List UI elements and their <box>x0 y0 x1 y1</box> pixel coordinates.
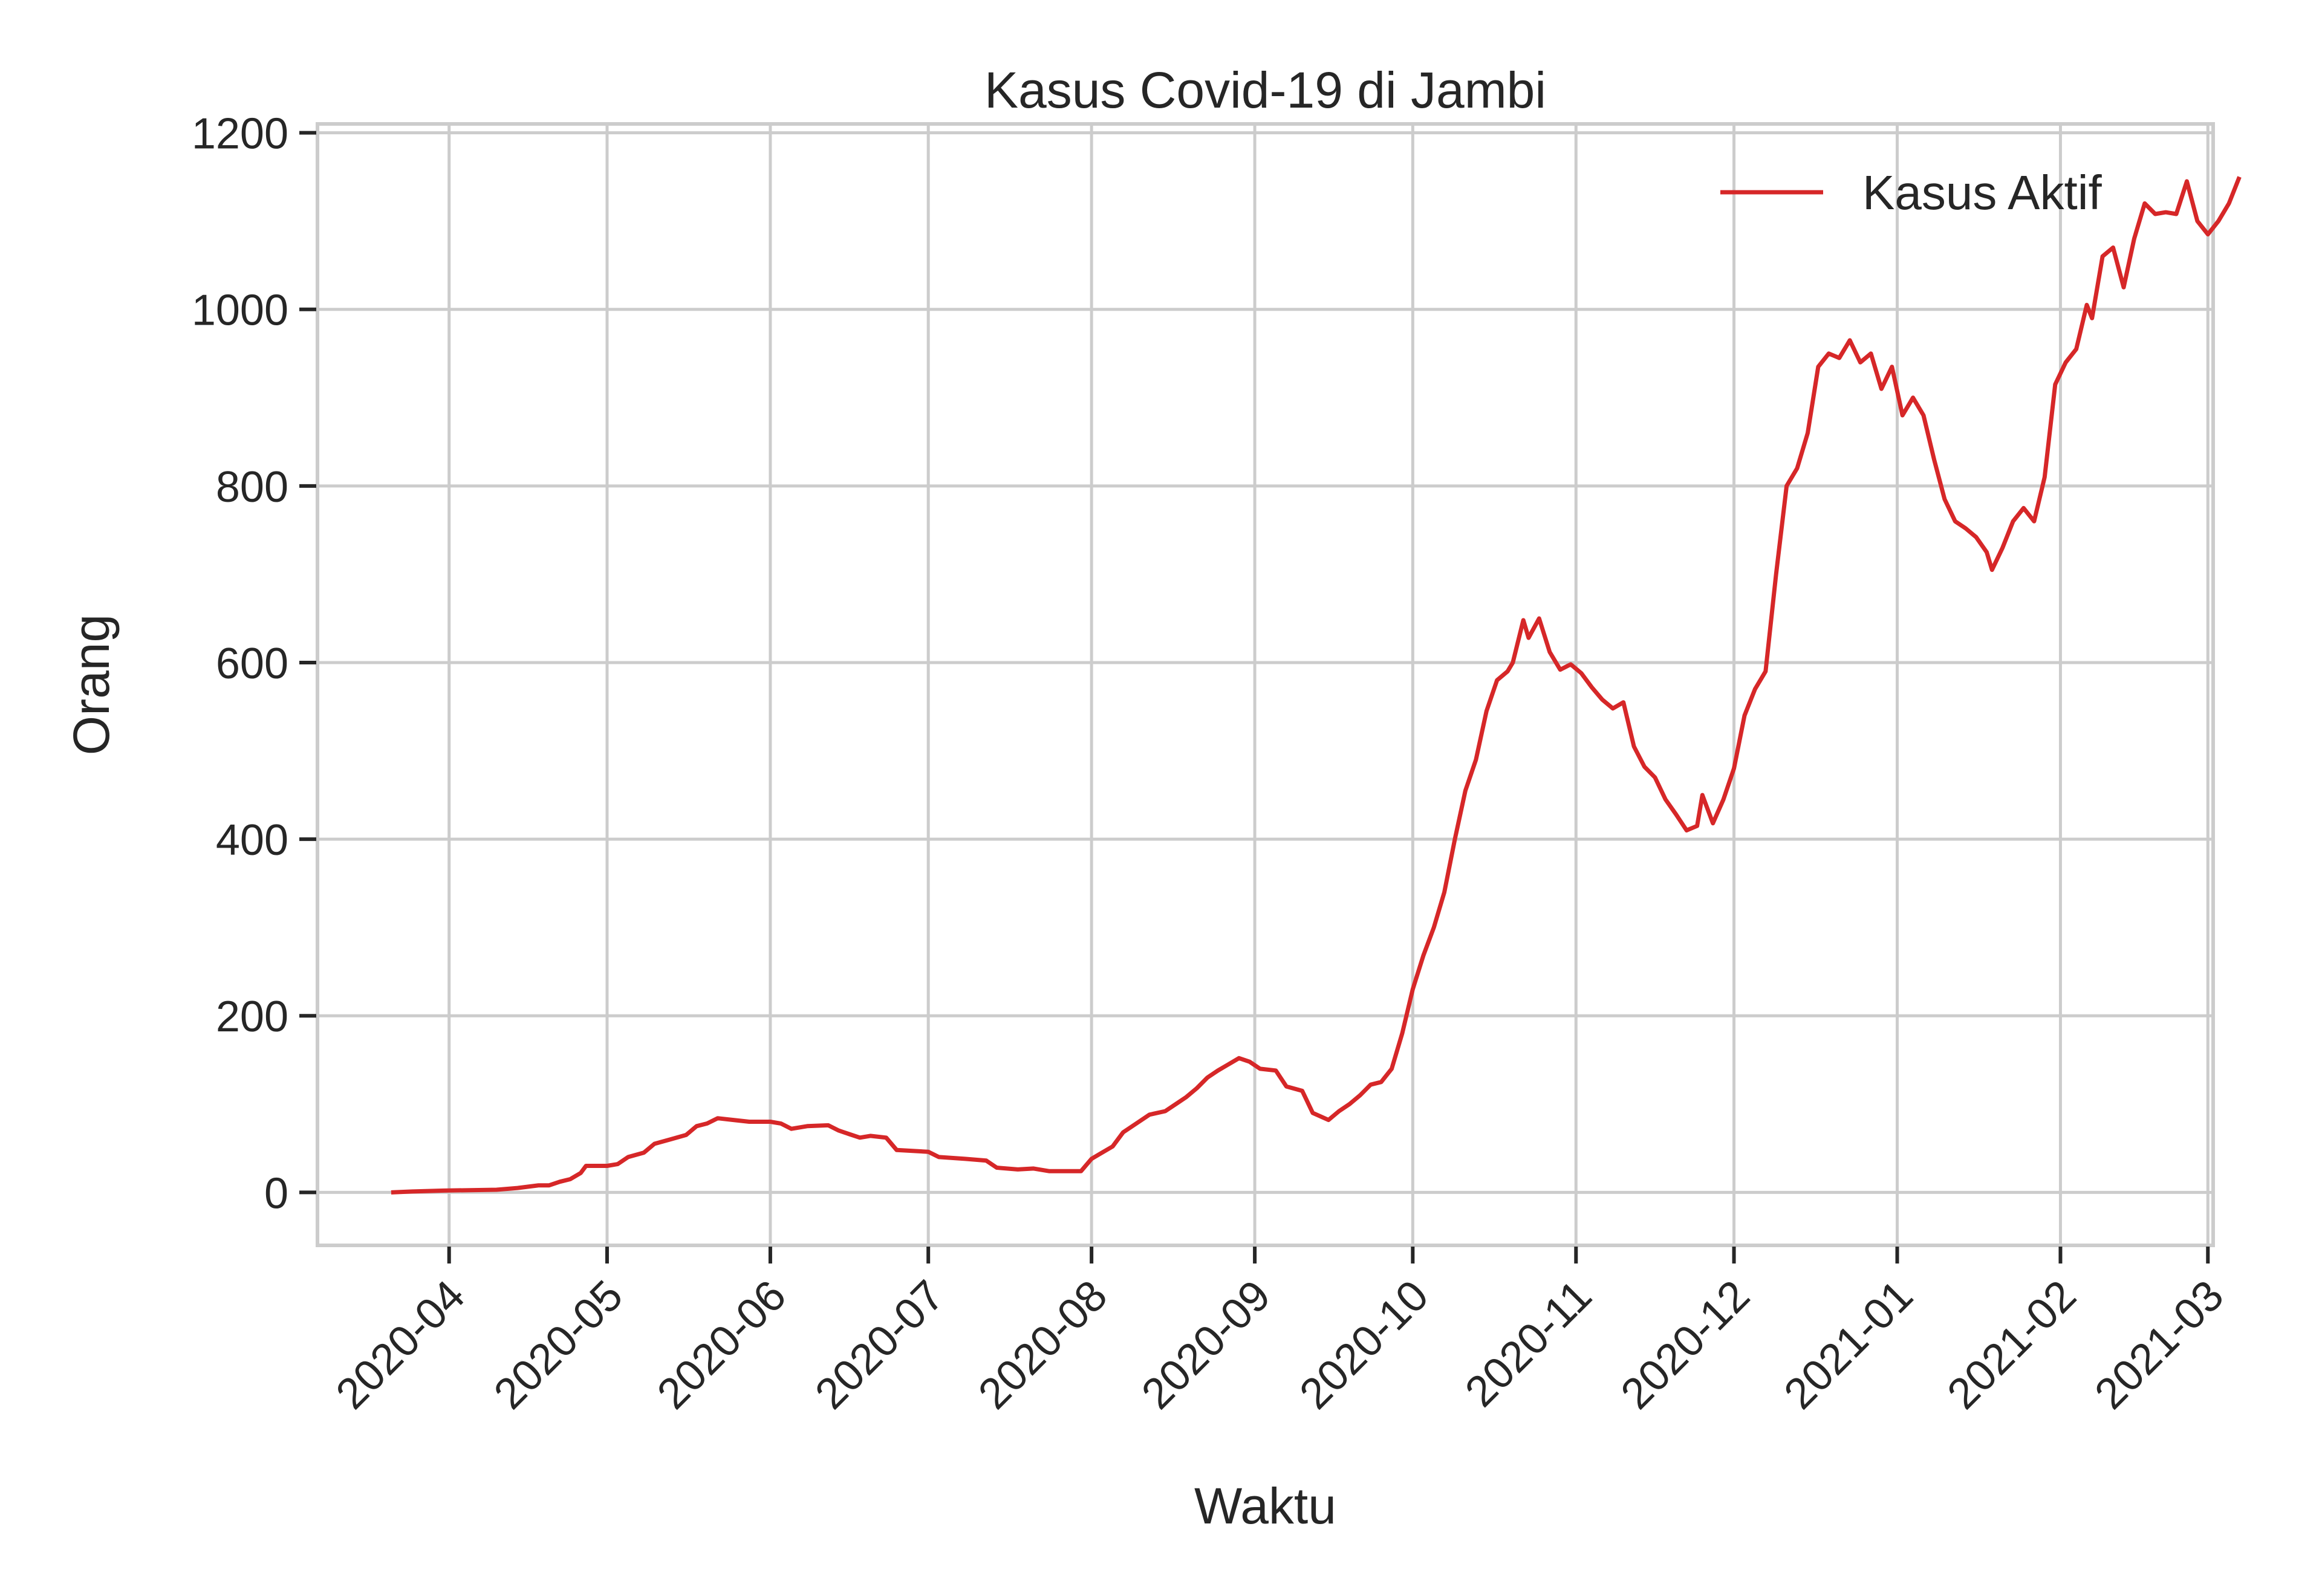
plot-frame <box>316 122 2215 1247</box>
legend-label-kasus-aktif: Kasus Aktif <box>1862 166 2102 219</box>
x-axis-label: Waktu <box>1194 1478 1336 1534</box>
y-tick-label: 0 <box>264 1169 288 1218</box>
series <box>391 176 2242 1195</box>
legend: Kasus Aktif <box>1720 166 2102 219</box>
series-line-kasus-aktif <box>391 176 2242 1195</box>
y-tick-label: 800 <box>216 463 288 511</box>
y-tick-label: 1200 <box>192 110 288 158</box>
y-axis-label: Orang <box>63 614 120 755</box>
y-tick-label: 600 <box>216 640 288 688</box>
grid <box>317 124 2213 1245</box>
y-tick-label: 400 <box>216 816 288 864</box>
chart-title: Kasus Covid-19 di Jambi <box>984 62 1546 118</box>
y-tick-label: 1000 <box>192 287 288 335</box>
y-tick-label: 200 <box>216 993 288 1041</box>
axis-ticks <box>299 131 2210 1264</box>
